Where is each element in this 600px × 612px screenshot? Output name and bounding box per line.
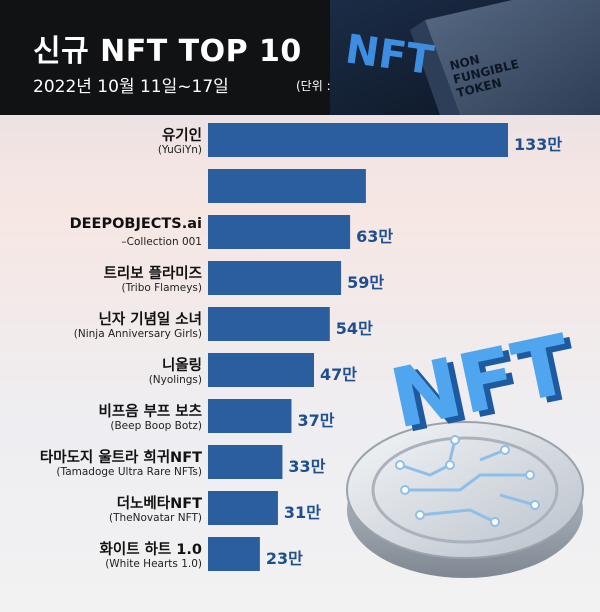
category-sublabel: (YuGiYn) [157,144,202,156]
category-label: 유기인 [161,128,202,144]
date-range: 2022년 10월 11일~17일 [33,77,229,97]
value-label: 54만 [335,319,373,338]
category-label: 닌자 기념일 소녀 [98,312,202,328]
bar-8 [208,445,283,479]
category-label: 타마도지 울트라 희귀NFT [39,450,202,466]
bar-chart [208,123,508,571]
category-sublabel: (Beep Boop Botz) [110,420,202,432]
value-label: 63만 [356,227,394,246]
category-sublabel: (TheNovatar NFT) [109,512,202,524]
category-label: 더노베타NFT [116,496,202,512]
bar-3 [208,215,351,249]
bar-7 [208,399,292,433]
nft-banner-art: NFT NON FUNGIBLE TOKEN [330,0,600,115]
category-sublabel: (Nyolings) [148,374,202,386]
bar-6 [208,353,315,387]
category-label: 트리보 플라미즈 [103,266,202,282]
value-label: 37만 [297,411,335,430]
category-sublabel: –Collection 001 [121,236,202,248]
bar-9 [208,491,278,525]
value-label: 31만 [283,503,321,522]
category-label: DEEPOBJECTS.ai [69,216,202,232]
category-label: 비프음 부프 보츠 [98,404,202,420]
bar-1 [208,123,508,157]
category-sublabel: (Tamadoge Ultra Rare NFTs) [56,466,202,478]
header-banner: 신규 NFT TOP 10 2022년 10월 11일~17일 (단위 : 달러… [0,0,600,115]
bar-10 [208,537,260,571]
category-sublabel: (Ninja Anniversary Girls) [73,328,202,340]
nft-coin-illustration: NFT NFT [346,317,586,578]
value-label: 47만 [320,365,357,384]
category-label: 니올링 [161,358,202,374]
bar-4 [208,261,342,295]
category-sublabel: (Tribo Flameys) [121,282,203,294]
chart-title: 신규 NFT TOP 10 [33,34,302,69]
value-label: 33만 [288,457,326,476]
value-label: 59만 [347,273,385,292]
bar-5 [208,307,330,341]
category-sublabel: (White Hearts 1.0) [105,558,202,570]
bar-2 [208,169,366,203]
value-label: 133만 [514,135,563,154]
category-label: 화이트 하트 1.0 [99,542,202,558]
value-label: 23만 [265,549,303,568]
